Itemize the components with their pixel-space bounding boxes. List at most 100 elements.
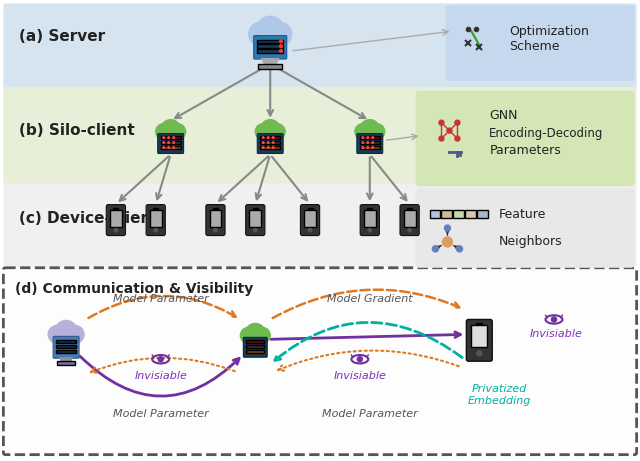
FancyBboxPatch shape [360,146,380,149]
Circle shape [280,45,282,47]
Circle shape [367,137,369,138]
Text: Model Parameter: Model Parameter [322,409,418,419]
FancyBboxPatch shape [246,205,265,236]
Circle shape [268,142,269,143]
Circle shape [163,137,164,138]
Circle shape [168,147,170,148]
FancyBboxPatch shape [360,136,380,139]
Circle shape [256,16,285,45]
Circle shape [357,357,362,362]
FancyBboxPatch shape [146,205,165,236]
Circle shape [477,351,482,356]
Circle shape [168,137,170,138]
Circle shape [173,142,175,143]
Text: Model Parameter: Model Parameter [113,294,209,304]
FancyBboxPatch shape [53,337,79,358]
FancyBboxPatch shape [400,205,419,236]
Circle shape [455,120,460,125]
FancyBboxPatch shape [110,210,122,227]
FancyBboxPatch shape [260,136,280,139]
FancyBboxPatch shape [253,208,258,209]
FancyBboxPatch shape [477,210,488,218]
Circle shape [158,357,163,362]
Text: (a) Server: (a) Server [19,29,106,44]
Circle shape [262,142,264,143]
Text: GNN: GNN [489,109,518,122]
Text: Encoding-Decoding: Encoding-Decoding [489,127,604,140]
Text: Privatized
Embedding: Privatized Embedding [468,384,531,406]
Circle shape [262,147,264,148]
Text: Scheme: Scheme [509,40,559,53]
Circle shape [114,229,118,232]
Circle shape [269,124,285,140]
Circle shape [161,120,180,140]
Circle shape [170,124,186,140]
Circle shape [439,136,444,141]
Circle shape [253,229,257,232]
FancyBboxPatch shape [57,361,75,365]
Circle shape [173,147,175,148]
FancyBboxPatch shape [467,319,492,361]
FancyBboxPatch shape [206,205,225,236]
Text: (d) Communication & Visibility: (d) Communication & Visibility [15,282,253,296]
FancyBboxPatch shape [209,210,221,227]
FancyBboxPatch shape [445,6,635,81]
FancyBboxPatch shape [161,141,180,144]
Circle shape [280,40,282,43]
Circle shape [362,142,364,143]
FancyBboxPatch shape [260,146,280,149]
FancyBboxPatch shape [465,210,476,218]
Circle shape [66,325,84,343]
FancyBboxPatch shape [56,350,76,353]
FancyBboxPatch shape [415,188,635,268]
Circle shape [372,137,374,138]
Circle shape [163,147,164,148]
Circle shape [408,229,412,232]
Circle shape [241,327,256,343]
Circle shape [447,128,452,133]
Circle shape [552,317,557,322]
FancyBboxPatch shape [407,208,412,209]
Text: Parameters: Parameters [489,144,561,157]
FancyBboxPatch shape [3,268,637,455]
Circle shape [273,142,274,143]
FancyBboxPatch shape [300,205,319,236]
Circle shape [249,22,273,46]
Circle shape [173,137,175,138]
FancyBboxPatch shape [150,210,162,227]
FancyBboxPatch shape [259,64,282,69]
Text: Model Parameter: Model Parameter [113,409,209,419]
Text: (c) Device-client: (c) Device-client [19,211,159,225]
FancyBboxPatch shape [246,340,264,343]
Text: Neighbors: Neighbors [499,236,563,248]
Circle shape [372,142,374,143]
Circle shape [268,22,292,46]
Circle shape [156,124,172,140]
FancyBboxPatch shape [476,323,483,325]
FancyBboxPatch shape [367,208,372,209]
FancyBboxPatch shape [3,183,637,267]
Text: Invisiable: Invisiable [333,371,387,381]
FancyBboxPatch shape [257,40,284,43]
FancyBboxPatch shape [243,337,268,357]
Circle shape [455,136,460,141]
FancyBboxPatch shape [360,205,380,236]
Text: Invisiable: Invisiable [134,371,187,381]
Circle shape [254,327,270,343]
Circle shape [280,49,282,52]
FancyBboxPatch shape [246,350,264,353]
FancyBboxPatch shape [246,345,264,348]
FancyBboxPatch shape [257,44,284,48]
Text: Optimization: Optimization [509,25,589,38]
Circle shape [260,120,280,140]
Circle shape [268,137,269,138]
Circle shape [442,237,452,247]
Text: Invisiable: Invisiable [529,329,582,339]
Circle shape [214,229,217,232]
FancyBboxPatch shape [106,205,125,236]
Circle shape [456,246,463,252]
Circle shape [367,142,369,143]
FancyBboxPatch shape [250,210,261,227]
FancyBboxPatch shape [56,340,76,343]
FancyBboxPatch shape [429,210,440,218]
